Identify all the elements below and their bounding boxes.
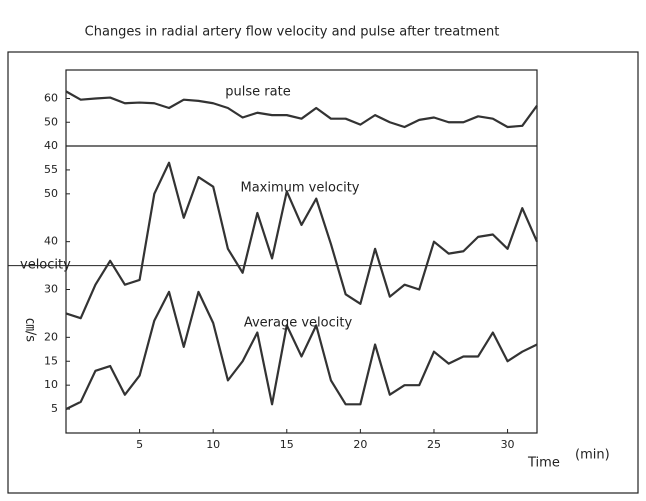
y-tick-label: 60: [44, 92, 58, 105]
line-series: [65, 90, 538, 129]
series-label: Maximum velocity: [241, 181, 360, 196]
x-tick-label: 10: [206, 438, 220, 451]
x-tick-label: 30: [501, 438, 515, 451]
outer-frame: [7, 51, 639, 494]
series-label: pulse rate: [225, 85, 290, 100]
x-unit: (min): [575, 448, 610, 463]
y-tick-label: 10: [44, 378, 58, 391]
y-tick-label: 5: [51, 402, 58, 415]
y-tick-label: 20: [44, 330, 58, 343]
line-series: [65, 161, 539, 320]
y-tick-label: 50: [44, 115, 58, 128]
line-series: [65, 290, 538, 411]
y-tick-label: 55: [44, 163, 58, 176]
x-tick-label: 25: [427, 438, 441, 451]
y-tick-label: 40: [44, 139, 58, 152]
x-tick-label: 5: [136, 438, 143, 451]
y-tick-label: 15: [44, 354, 58, 367]
y-tick-label: 30: [44, 283, 58, 296]
x-tick-label: 20: [353, 438, 367, 451]
x-tick-label: 15: [280, 438, 294, 451]
y-tick-label: 40: [44, 235, 58, 248]
plot-frame: [65, 69, 538, 434]
y-label: velocity: [20, 258, 71, 273]
y-unit: ㎝/s: [23, 318, 38, 342]
chart-title: Changes in radial artery flow velocity a…: [85, 25, 500, 40]
y-tick-label: 50: [44, 187, 58, 200]
series-label: Average velocity: [244, 316, 353, 331]
x-label: Time: [527, 456, 560, 471]
